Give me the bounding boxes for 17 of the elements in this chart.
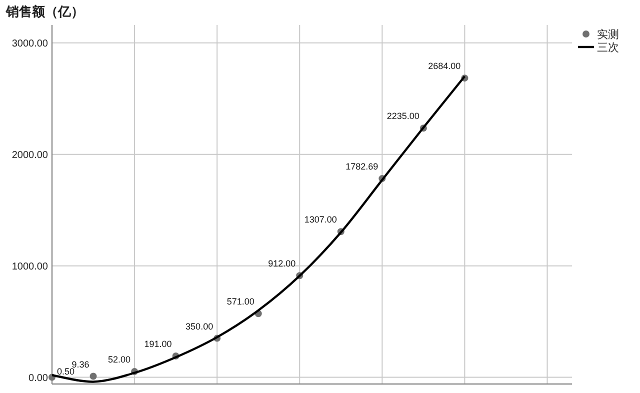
legend-label: 实测 bbox=[597, 28, 619, 41]
data-label: 1782.69 bbox=[346, 162, 378, 172]
data-label: 1307.00 bbox=[304, 214, 337, 225]
y-tick-label: 0.00 bbox=[28, 372, 48, 384]
data-label: 350.00 bbox=[186, 321, 214, 332]
legend-label: 三次 bbox=[597, 42, 619, 54]
point bbox=[90, 372, 97, 380]
data-label: 571.00 bbox=[226, 296, 254, 307]
data-label: 2684.00 bbox=[428, 61, 461, 72]
data-label: 52.00 bbox=[108, 354, 131, 365]
y-tick-label: 2000.00 bbox=[12, 150, 48, 161]
data-label: 191.00 bbox=[144, 339, 172, 350]
data-label: 912.00 bbox=[268, 258, 296, 269]
y-tick-label: 3000.00 bbox=[12, 38, 48, 50]
y-tick-label: 1000.00 bbox=[12, 261, 48, 272]
y-axis-title: 销售额（亿） bbox=[5, 4, 84, 19]
data-label: 2235.00 bbox=[386, 111, 420, 122]
